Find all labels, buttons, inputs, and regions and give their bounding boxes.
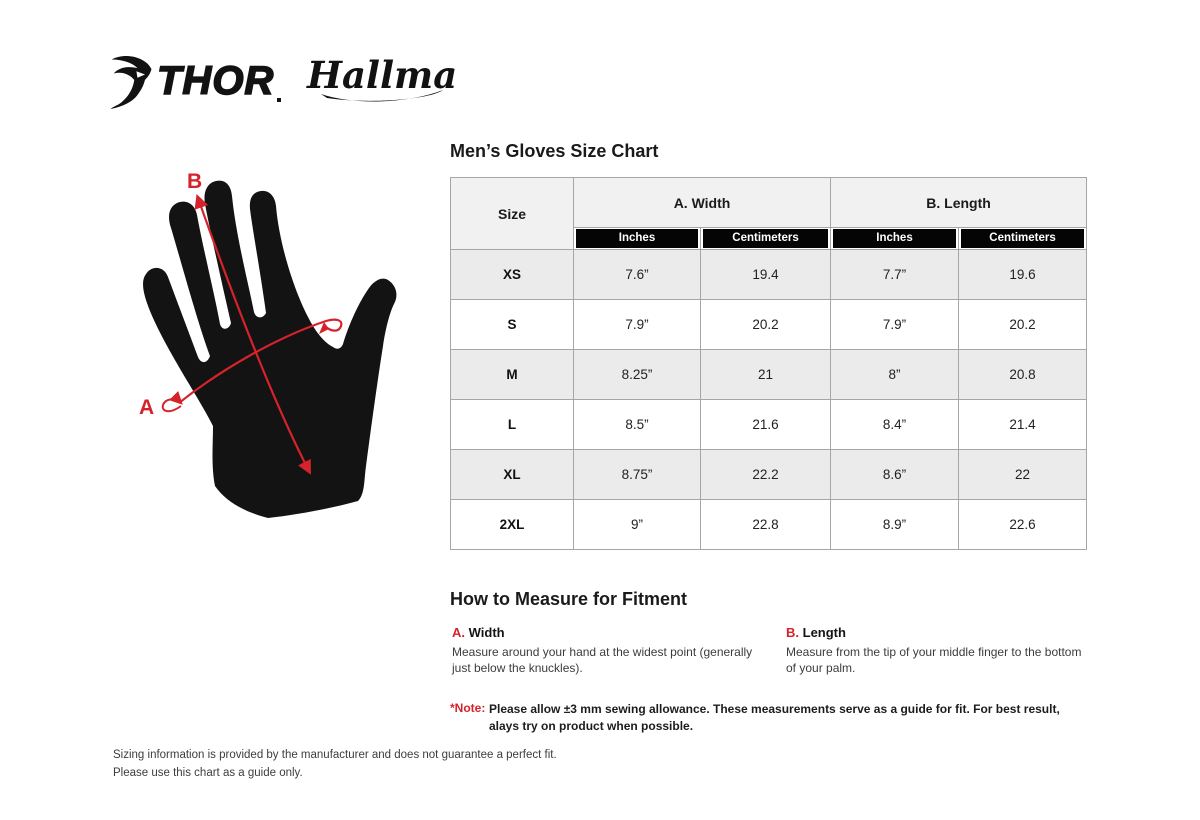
- value-cell: 7.7”: [830, 249, 960, 300]
- hallman-wordmark: Hallman: [306, 53, 457, 97]
- value-cell: 21.4: [958, 399, 1088, 450]
- how-to-measure-heading: How to Measure for Fitment: [450, 589, 688, 609]
- table-row-xs: XS 7.6” 19.4 7.7” 19.6: [450, 249, 1088, 300]
- measure-label-length: Length: [802, 625, 846, 640]
- value-cell: 8.6”: [830, 449, 960, 500]
- footer-line-2: Please use this chart as a guide only.: [113, 767, 303, 779]
- value-cell: 21: [699, 349, 832, 400]
- value-cell: 8.5”: [573, 399, 701, 450]
- diagram-label-a: A: [139, 396, 154, 419]
- value-cell: 22.2: [699, 449, 832, 500]
- measure-arrow-a-loop: [161, 390, 183, 413]
- table-row-xl: XL 8.75” 22.2 8.6” 22: [450, 449, 1088, 500]
- value-cell: 7.9”: [573, 299, 701, 350]
- group-header-width: A. Width: [572, 177, 832, 228]
- subheader-length-inches: Inches: [833, 229, 957, 248]
- thor-trademark-dot: [277, 97, 282, 102]
- measure-letter-b: B.: [786, 625, 799, 640]
- measure-arrow-b: [194, 193, 311, 475]
- value-cell: 7.9”: [830, 299, 960, 350]
- brand-logos: THOR Hallman: [108, 48, 484, 113]
- note-label: *Note:: [450, 701, 486, 715]
- value-cell: 19.4: [699, 249, 832, 300]
- value-cell: 8.75”: [573, 449, 701, 500]
- size-chart-title: Men’s Gloves Size Chart: [450, 141, 659, 161]
- subheader-width-inches: Inches: [576, 229, 698, 248]
- subheader-length-centimeters: Centimeters: [961, 229, 1085, 248]
- size-cell: M: [450, 349, 574, 400]
- value-cell: 22.8: [699, 499, 832, 550]
- thor-wordmark: THOR: [156, 58, 275, 103]
- hallman-logo: Hallman: [305, 48, 484, 113]
- value-cell: 8.4”: [830, 399, 960, 450]
- size-cell: XL: [450, 449, 574, 500]
- value-cell: 8.9”: [830, 499, 960, 550]
- size-cell: 2XL: [450, 499, 574, 550]
- thor-goat-icon: [110, 55, 152, 109]
- value-cell: 22.6: [958, 499, 1088, 550]
- diagram-label-b: B: [187, 170, 202, 193]
- measure-label-width: Width: [468, 625, 505, 640]
- measure-arrow-a: [178, 318, 343, 404]
- glove-measure-diagram: A B: [139, 170, 397, 518]
- size-cell: S: [450, 299, 574, 350]
- subheader-width-centimeters: Centimeters: [703, 229, 829, 248]
- value-cell: 20.2: [699, 299, 832, 350]
- measure-text-width: Measure around your hand at the widest p…: [452, 645, 753, 675]
- value-cell: 20.2: [958, 299, 1088, 350]
- value-cell: 8.25”: [573, 349, 701, 400]
- table-row-s: S 7.9” 20.2 7.9” 20.2: [450, 299, 1088, 350]
- table-row-l: L 8.5” 21.6 8.4” 21.4: [450, 399, 1088, 450]
- thor-logo: THOR: [108, 53, 282, 109]
- measure-arrow-a-head: [319, 322, 329, 334]
- value-cell: 20.8: [958, 349, 1088, 400]
- table-row-2xl: 2XL 9” 22.8 8.9” 22.6: [450, 499, 1088, 550]
- table-row-m: M 8.25” 21 8” 20.8: [450, 349, 1088, 400]
- value-cell: 21.6: [699, 399, 832, 450]
- measure-item-length: B. Length Measure from the tip of your m…: [786, 625, 1094, 676]
- measure-item-width: A. Width Measure around your hand at the…: [452, 625, 764, 676]
- value-cell: 7.6”: [573, 249, 701, 300]
- sizing-note: *Note: Please allow ±3 mm sewing allowan…: [450, 701, 1095, 735]
- size-chart-table: Size A. Width B. Length Inches Centimete…: [450, 177, 1088, 550]
- group-header-length: B. Length: [830, 177, 1088, 228]
- measure-letter-a: A.: [452, 625, 465, 640]
- size-cell: L: [450, 399, 574, 450]
- note-text: Please allow ±3 mm sewing allowance. The…: [489, 702, 1060, 733]
- value-cell: 8”: [830, 349, 960, 400]
- col-header-size: Size: [450, 177, 574, 250]
- hand-silhouette-icon: [143, 180, 397, 518]
- size-cell: XS: [450, 249, 574, 300]
- footer-line-1: Sizing information is provided by the ma…: [113, 749, 557, 761]
- footer-disclaimer: Sizing information is provided by the ma…: [113, 746, 557, 782]
- value-cell: 19.6: [958, 249, 1088, 300]
- value-cell: 22: [958, 449, 1088, 500]
- hallman-script: Hallman: [306, 53, 484, 102]
- measure-text-length: Measure from the tip of your middle fing…: [786, 645, 1082, 675]
- value-cell: 9”: [573, 499, 701, 550]
